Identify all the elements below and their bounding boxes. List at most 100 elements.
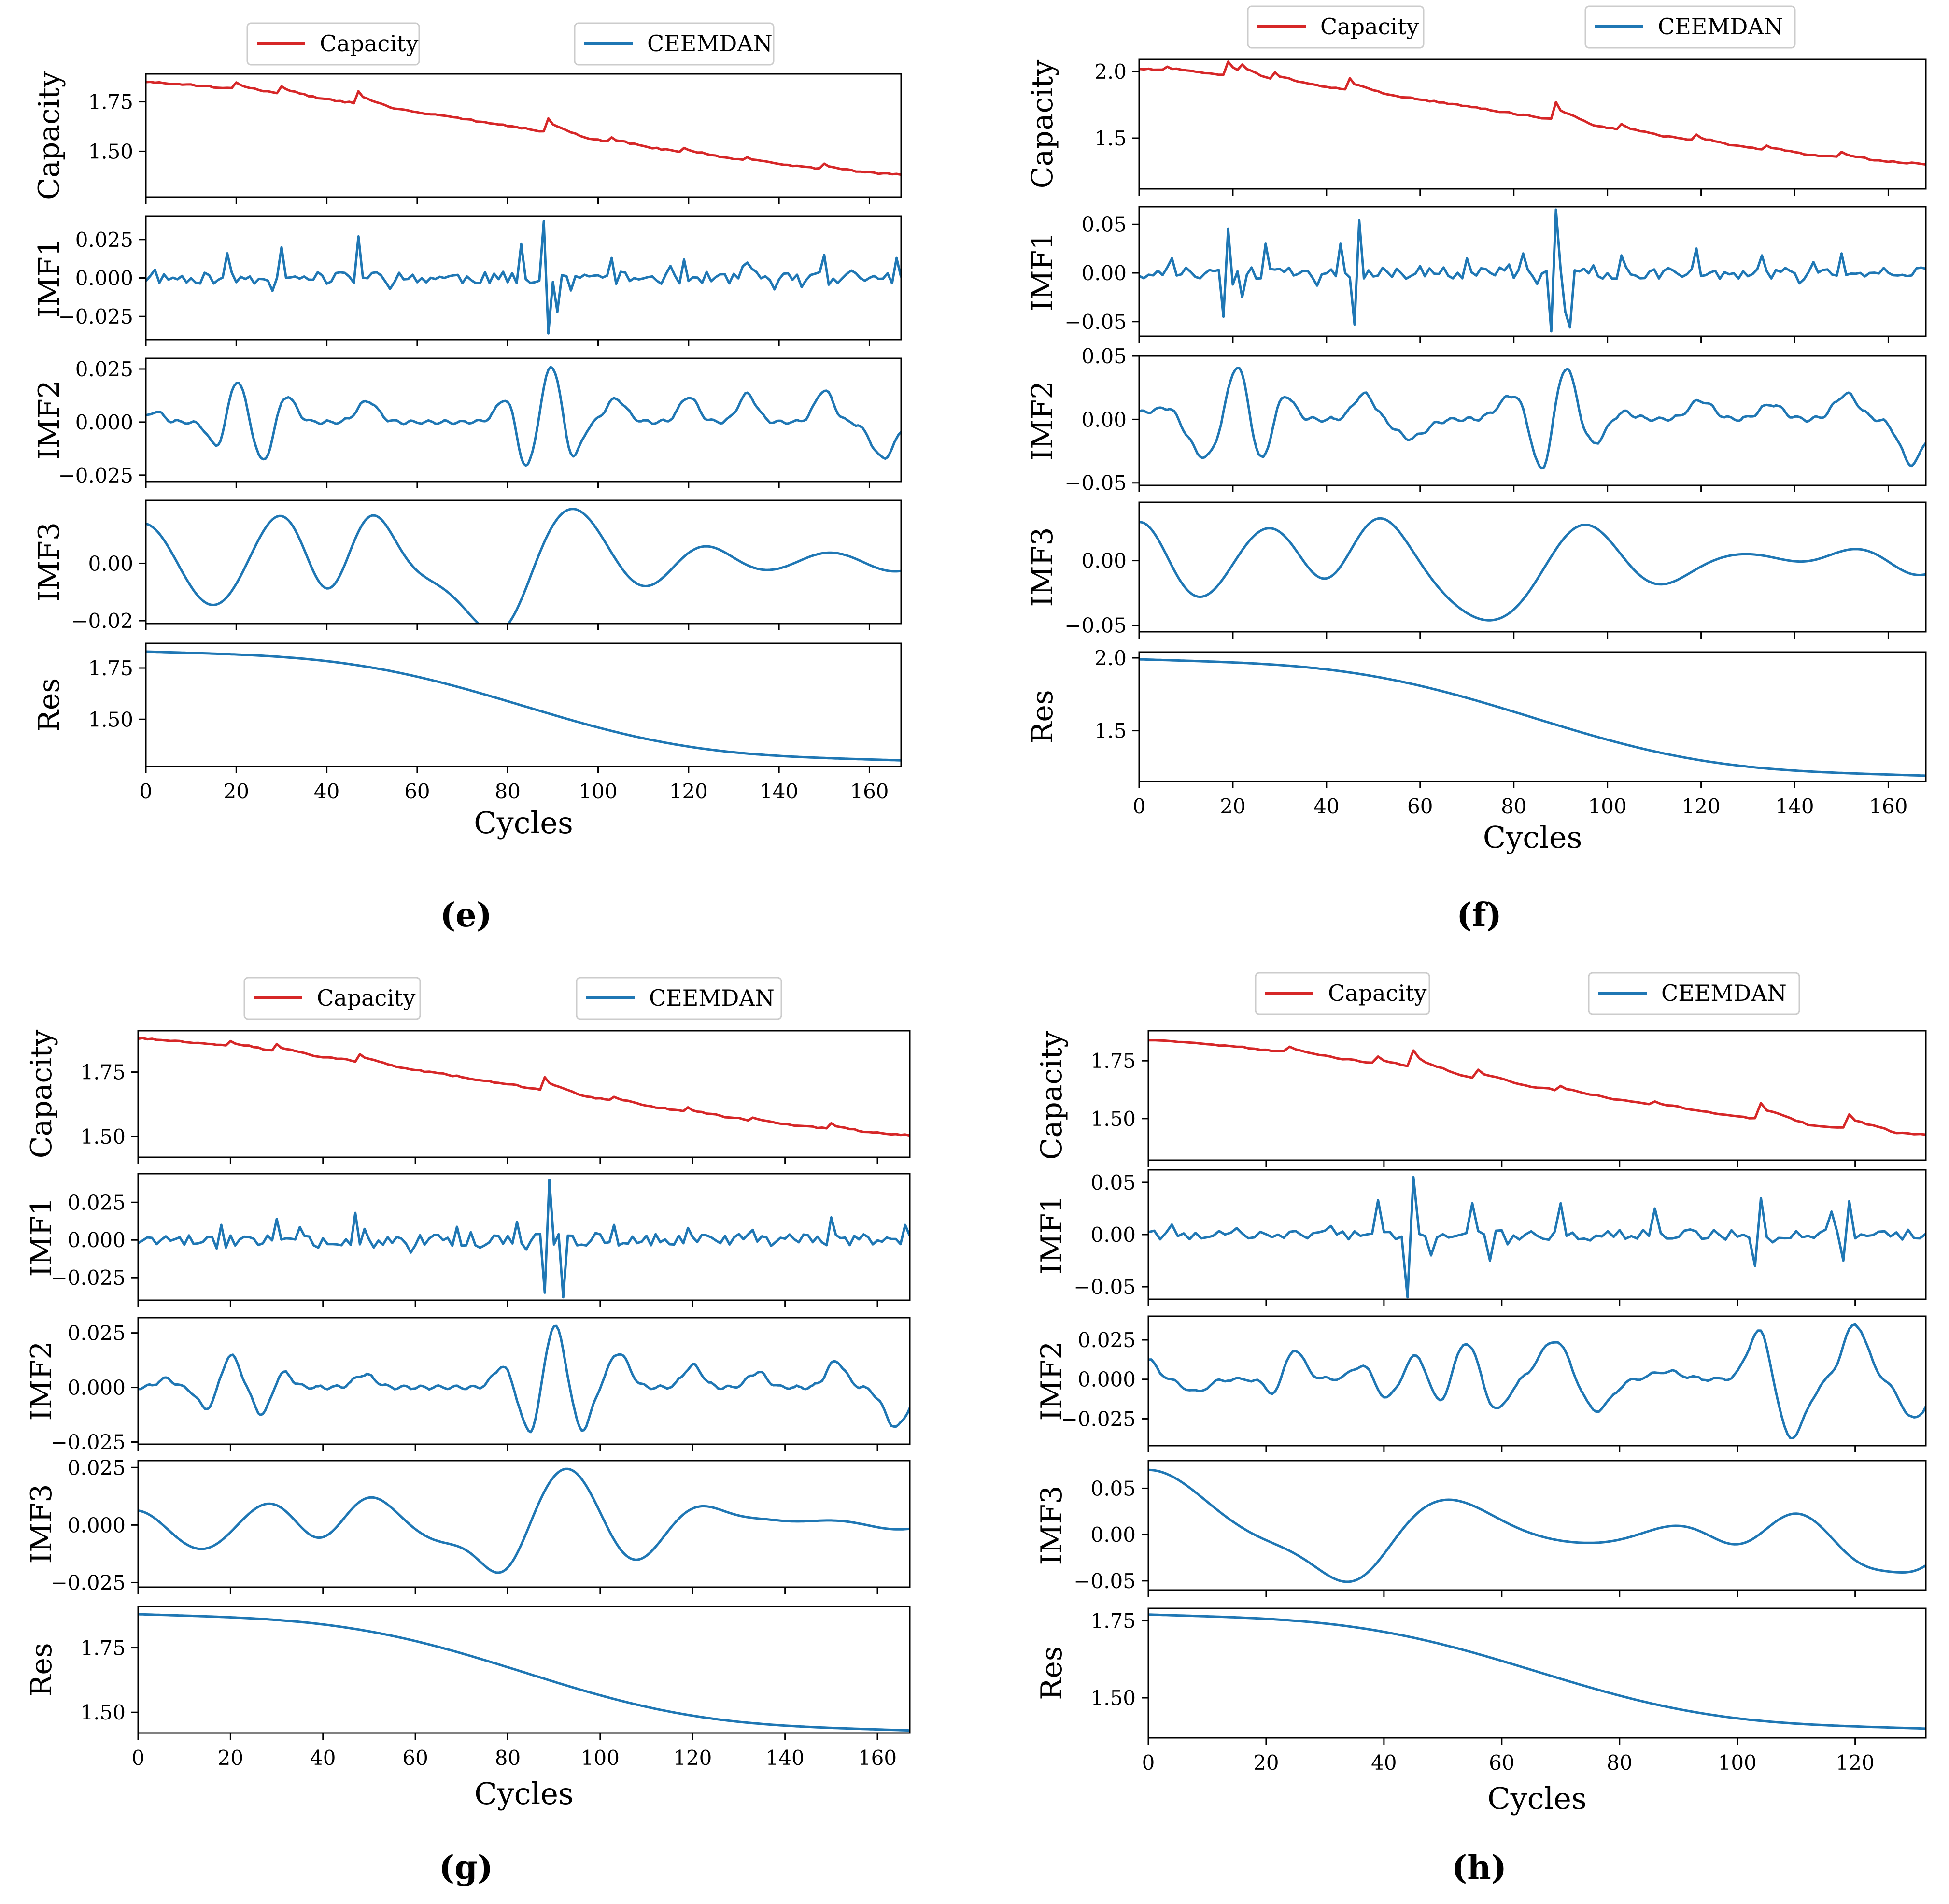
series-line-imf3 [1148, 1468, 1926, 1583]
legend-capacity-box [1247, 5, 1425, 49]
x-tick-label: 120 [1681, 795, 1720, 818]
axes-frame [145, 642, 902, 767]
axes-frame [137, 1030, 911, 1158]
y-axis-label: Capacity [32, 71, 66, 200]
x-tick-label: 80 [1607, 1751, 1632, 1775]
series-line-capacity [146, 81, 901, 176]
x-tick-label: 20 [1253, 1751, 1279, 1775]
legend-ceemdan-label: CEEMDAN [1661, 980, 1787, 1006]
row-capacity: 1.50 1.75 Capacity [32, 71, 902, 204]
x-axis-label: Cycles [1483, 820, 1582, 855]
x-axis-label: Cycles [1487, 1781, 1587, 1816]
axes-frame [1138, 58, 1927, 190]
y-axis-label: IMF2 [25, 1341, 58, 1421]
y-tick-label: 1.75 [1090, 1049, 1136, 1073]
axes-frame [1138, 206, 1927, 337]
axes-frame [1138, 651, 1927, 782]
y-tick-label: 1.50 [1090, 1107, 1136, 1131]
y-tick-label: 0.00 [88, 552, 133, 575]
y-tick-label: −0.05 [1064, 614, 1127, 638]
x-tick-label: 80 [1501, 795, 1526, 818]
y-tick-label: 0.000 [1078, 1368, 1136, 1392]
y-tick-label: 0.00 [1081, 261, 1127, 285]
row-capacity: 1.50 1.75 Capacity [25, 1030, 911, 1164]
subplot-e: Capacity CEEMDAN 1.50 1.75 Capacity −0.025 0.0… [32, 22, 902, 935]
x-tick-label: 0 [140, 780, 153, 803]
y-axis-label: IMF3 [32, 522, 66, 602]
y-axis-label: Capacity [1035, 1031, 1069, 1160]
series-line-imf1 [1139, 208, 1926, 333]
x-tick-label: 140 [1775, 795, 1814, 818]
x-tick-label: 40 [1313, 795, 1339, 818]
axes-frame [1147, 1607, 1927, 1739]
row-imf3: −0.05 0.00 0.05 IMF3 [1035, 1460, 1927, 1597]
y-axis-label: Capacity [25, 1030, 58, 1159]
row-imf1: −0.05 0.00 0.05 IMF1 [1035, 1169, 1927, 1306]
x-tick-label: 100 [579, 780, 617, 803]
y-tick-label: 0.00 [1090, 1223, 1136, 1247]
y-axis-label: Capacity [1026, 60, 1059, 189]
row-imf1: −0.025 0.000 0.025 IMF1 [25, 1173, 911, 1307]
x-tick-label: 20 [218, 1746, 243, 1770]
legend: Capacity CEEMDAN [1255, 972, 1800, 1015]
y-tick-label: 2.0 [1094, 60, 1127, 84]
x-tick-label: 0 [1142, 1751, 1155, 1775]
subplot-f: Capacity CEEMDAN 1.5 2.0 Capacity −0.05 0.00 0.… [1026, 5, 1927, 935]
axes-frame [1147, 1315, 1927, 1447]
y-tick-label: −0.025 [58, 464, 133, 487]
legend-ceemdan-label: CEEMDAN [1658, 14, 1783, 40]
legend-ceemdan: CEEMDAN [1588, 972, 1800, 1015]
x-tick-label: 100 [1588, 795, 1627, 818]
axes-frame [1147, 1030, 1927, 1161]
y-axis-label: IMF3 [25, 1484, 58, 1564]
row-imf3: −0.05 0.00 IMF3 [1026, 501, 1927, 639]
row-imf2: −0.025 0.000 0.025 IMF2 [32, 357, 902, 488]
row-imf3: −0.02 0.00 IMF3 [32, 499, 902, 633]
x-tick-label: 40 [310, 1746, 336, 1770]
x-tick-label: 0 [132, 1746, 145, 1770]
legend: Capacity CEEMDAN [1247, 5, 1796, 49]
legend-capacity-box [1255, 972, 1430, 1015]
row-imf2: −0.05 0.00 0.05 IMF2 [1026, 344, 1927, 495]
row-res: 1.5 2.0 Res 0 20 40 60 80 100 120 140 160 [1026, 646, 1927, 818]
y-tick-label: 0.05 [1090, 1171, 1136, 1194]
series-line-imf1 [1148, 1176, 1926, 1299]
y-tick-label: 0.000 [75, 267, 133, 290]
x-tick-label: 60 [402, 1746, 428, 1770]
y-axis-label: Res [25, 1643, 58, 1696]
y-tick-label: 1.50 [1090, 1686, 1136, 1710]
legend-ceemdan-label: CEEMDAN [647, 30, 773, 57]
x-axis-label: Cycles [474, 1776, 574, 1811]
axes-frame [137, 1606, 911, 1734]
legend-ceemdan-box [574, 22, 775, 66]
y-tick-label: 0.025 [75, 228, 133, 252]
y-axis-label: IMF3 [1026, 527, 1059, 607]
x-tick-label: 60 [1407, 795, 1433, 818]
series-line-imf1 [146, 220, 901, 335]
panel-label: (g) [439, 1848, 493, 1887]
legend-capacity-box [246, 22, 420, 66]
y-axis-label: IMF2 [1026, 381, 1059, 461]
y-tick-label: 0.025 [68, 1191, 126, 1214]
x-tick-label: 160 [1869, 795, 1907, 818]
x-tick-label: 120 [673, 1746, 712, 1770]
y-axis-label: IMF1 [1026, 232, 1059, 312]
x-tick-label: 160 [850, 780, 889, 803]
x-tick-label: 40 [1371, 1751, 1397, 1775]
y-tick-label: 0.00 [1081, 549, 1127, 573]
y-tick-label: −0.025 [1061, 1407, 1136, 1431]
y-tick-label: −0.02 [71, 609, 133, 633]
row-res: 1.50 1.75 Res 0 20 40 60 80 100 120 140 160 [32, 642, 902, 803]
legend-capacity: Capacity [246, 22, 420, 66]
x-tick-label: 140 [760, 780, 798, 803]
y-tick-label: 1.5 [1094, 719, 1127, 743]
row-res: 1.50 1.75 Res 0 20 40 60 80 100 120 140 160 [25, 1606, 911, 1770]
y-tick-label: −0.05 [1064, 471, 1127, 495]
series-line-capacity [1148, 1039, 1926, 1136]
legend-capacity: Capacity [1255, 972, 1430, 1015]
series-line-capacity [138, 1037, 910, 1137]
y-tick-label: 1.75 [80, 1636, 126, 1660]
row-capacity: 1.5 2.0 Capacity [1026, 58, 1927, 196]
y-axis-label: Res [1026, 690, 1059, 743]
series-line-imf1 [138, 1179, 910, 1299]
